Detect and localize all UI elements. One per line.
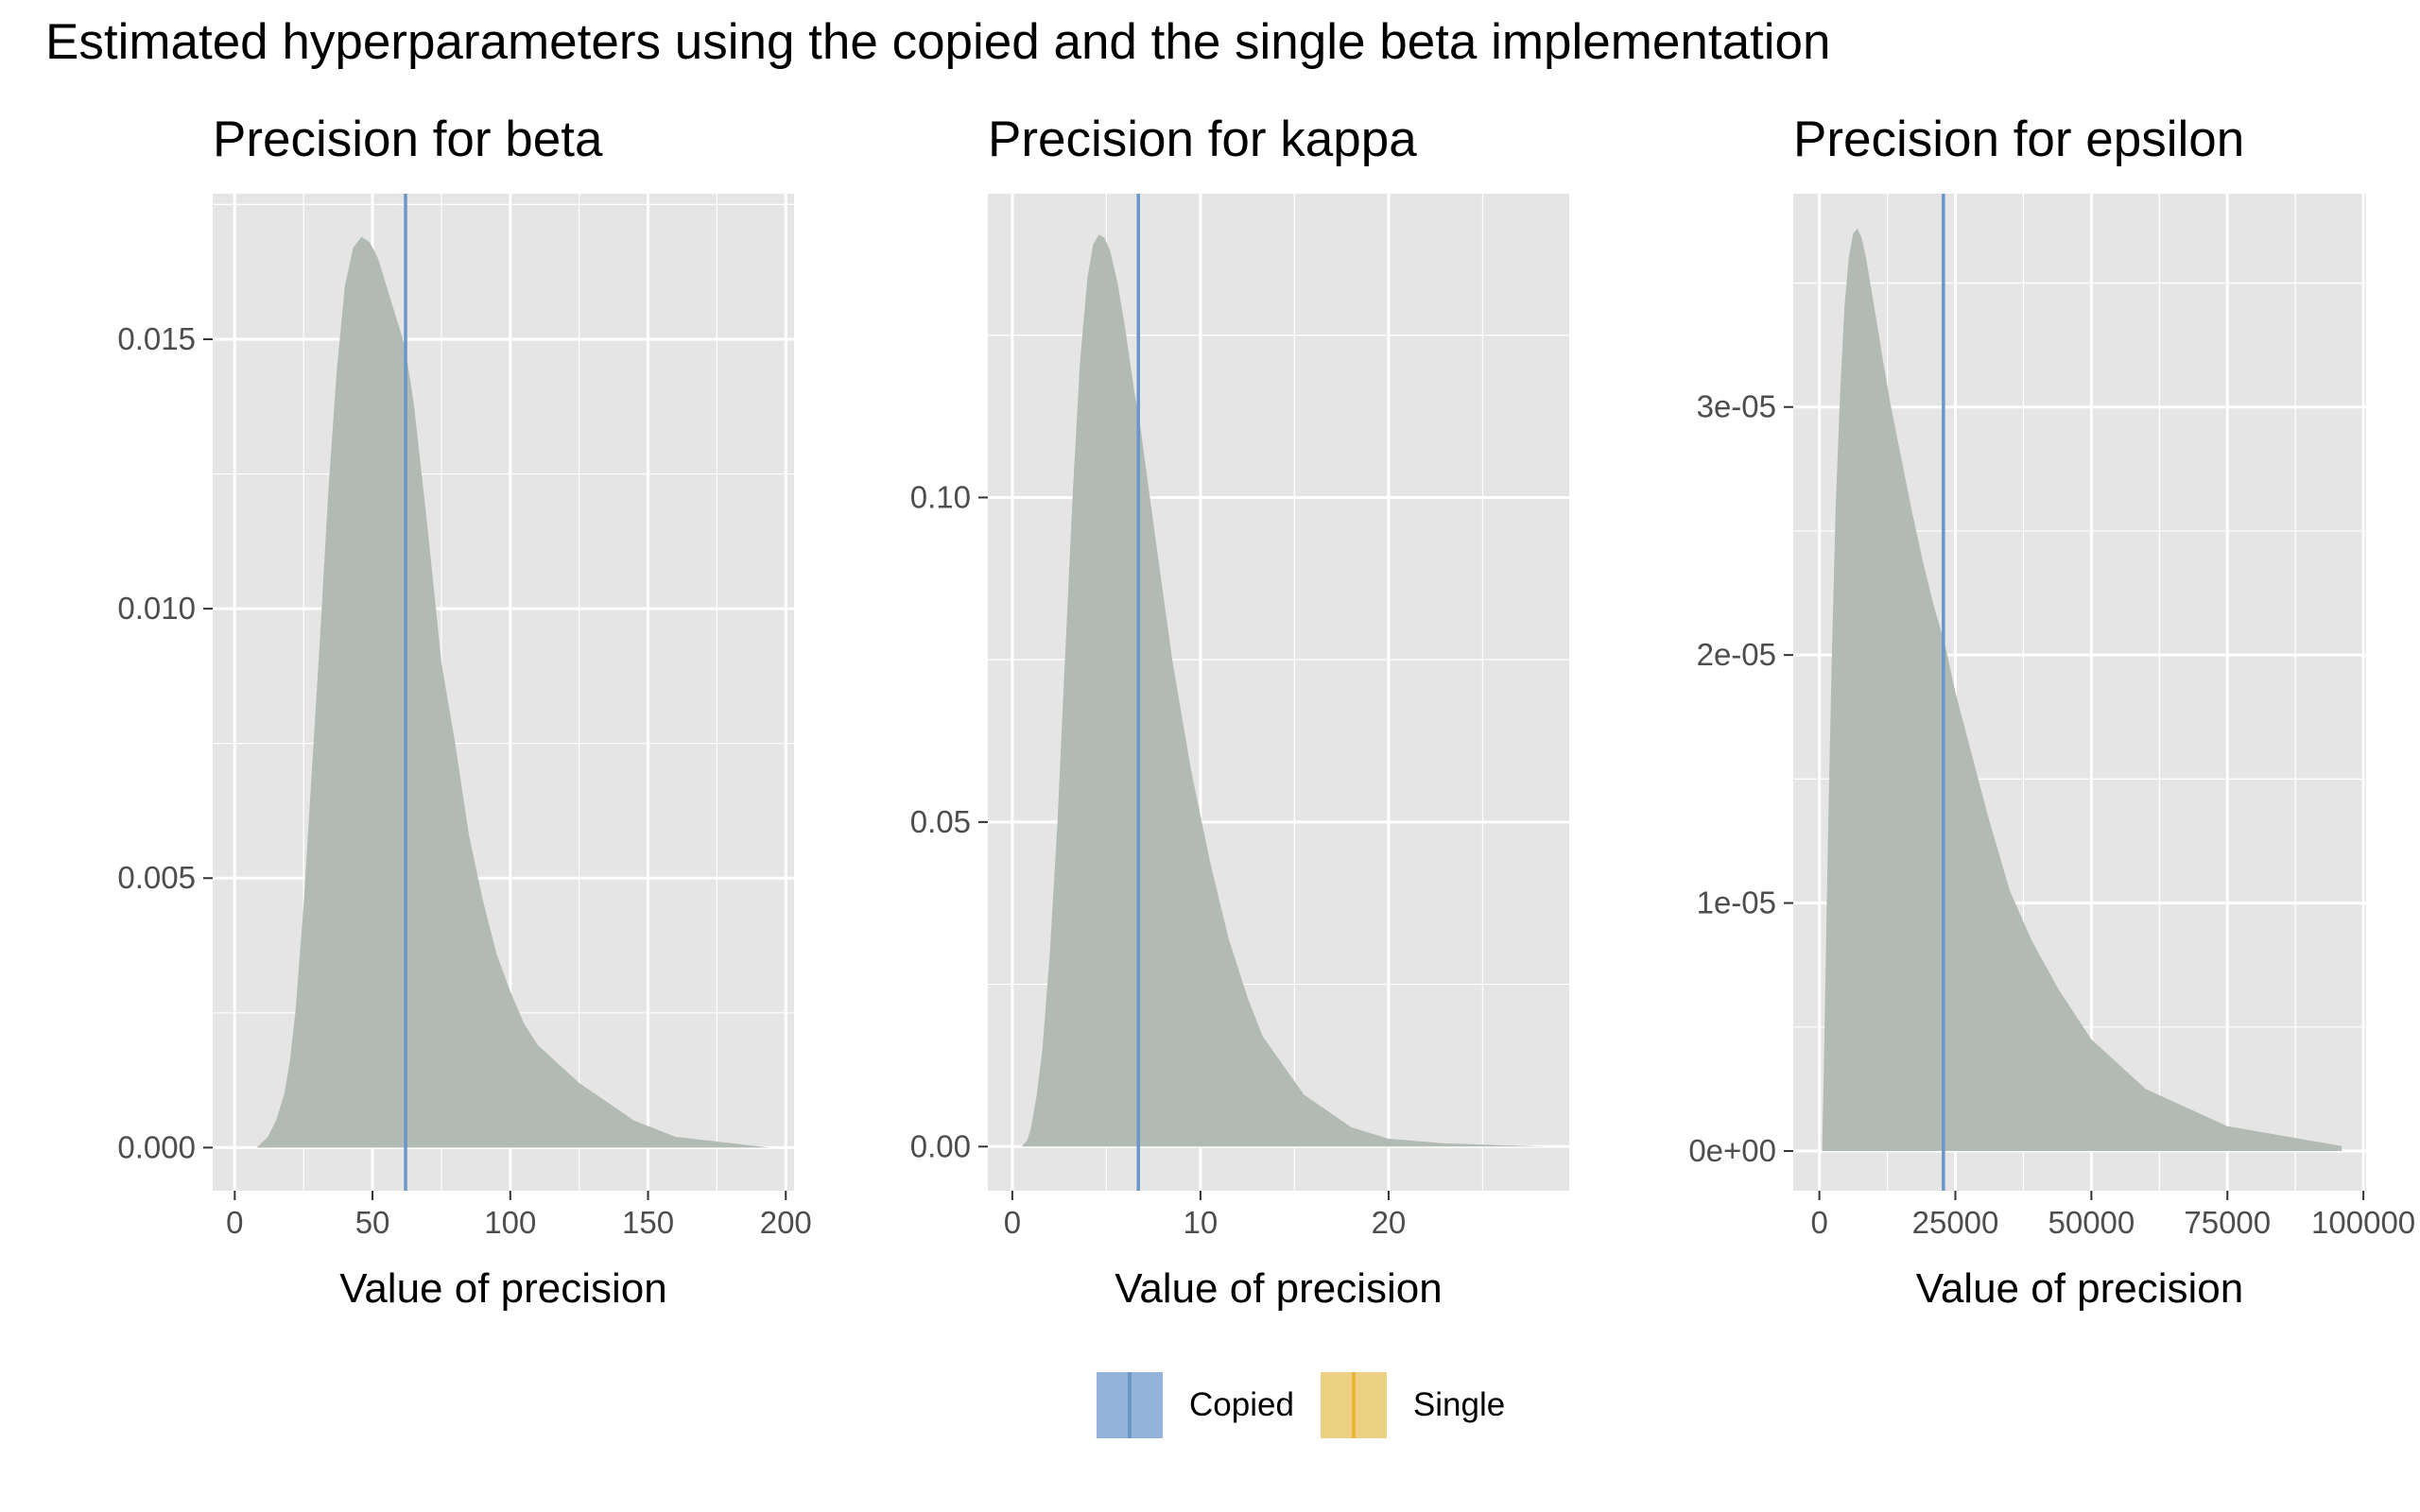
density-area bbox=[1021, 234, 1549, 1147]
y-tick-label: 0.000 bbox=[117, 1129, 196, 1164]
x-tick-label: 0 bbox=[1004, 1205, 1021, 1240]
x-tick-label: 20 bbox=[1372, 1205, 1407, 1240]
legend-label-copied: Copied bbox=[1189, 1386, 1294, 1423]
legend-item-copied[interactable]: Copied bbox=[1095, 1370, 1294, 1440]
y-tick-label: 0e+00 bbox=[1688, 1133, 1776, 1168]
x-tick-label: 75000 bbox=[2184, 1205, 2271, 1240]
x-tick-label: 0 bbox=[226, 1205, 243, 1240]
y-tick-label: 0.10 bbox=[910, 479, 971, 514]
panel-1: 0 50 100 150 200 0.000 0.005 0.010 0.015 Precisio… bbox=[117, 112, 811, 1312]
panel-title: Precision for kappa bbox=[988, 112, 1417, 167]
x-tick-label: 100 bbox=[484, 1205, 536, 1240]
y-tick-label: 0.00 bbox=[910, 1128, 971, 1163]
x-tick-label: 10 bbox=[1184, 1205, 1219, 1240]
density-area bbox=[1822, 228, 2342, 1152]
panel-title: Precision for epsilon bbox=[1793, 112, 2244, 167]
x-axis-label: Value of precision bbox=[1115, 1265, 1443, 1312]
y-tick-label: 1e-05 bbox=[1697, 885, 1776, 920]
x-tick-label: 50 bbox=[355, 1205, 390, 1240]
panel-2: 0 10 20 0.00 0.05 0.10 Precision for kappa Valu… bbox=[910, 112, 1569, 1312]
x-axis-label: Value of precision bbox=[339, 1265, 667, 1312]
x-tick-label: 100000 bbox=[2311, 1205, 2415, 1240]
y-tick-label: 0.05 bbox=[910, 804, 971, 839]
y-tick-label: 0.015 bbox=[117, 321, 196, 356]
x-axis-label: Value of precision bbox=[1916, 1265, 2244, 1312]
x-tick-label: 200 bbox=[760, 1205, 812, 1240]
legend-key-copied bbox=[1095, 1370, 1165, 1440]
legend-item-single[interactable]: Single bbox=[1318, 1370, 1506, 1440]
y-tick-label: 0.005 bbox=[117, 860, 196, 895]
y-tick-label: 3e-05 bbox=[1697, 389, 1776, 424]
legend-key-single bbox=[1318, 1370, 1389, 1440]
panel-3: 0 25000 50000 75000 100000 0e+00 1e-05 2e-05 3e-… bbox=[1688, 112, 2415, 1312]
legend: Copied Single bbox=[1095, 1370, 1530, 1440]
density-area bbox=[256, 236, 769, 1148]
x-tick-label: 0 bbox=[1810, 1205, 1827, 1240]
x-tick-label: 150 bbox=[622, 1205, 674, 1240]
legend-label-single: Single bbox=[1412, 1386, 1506, 1423]
x-tick-label: 50000 bbox=[2048, 1205, 2135, 1240]
x-tick-label: 25000 bbox=[1912, 1205, 1999, 1240]
panel-title: Precision for beta bbox=[213, 112, 603, 167]
y-tick-label: 0.010 bbox=[117, 591, 196, 626]
figure-title: Estimated hyperparameters using the copi… bbox=[45, 14, 1831, 70]
y-tick-label: 2e-05 bbox=[1697, 637, 1776, 672]
